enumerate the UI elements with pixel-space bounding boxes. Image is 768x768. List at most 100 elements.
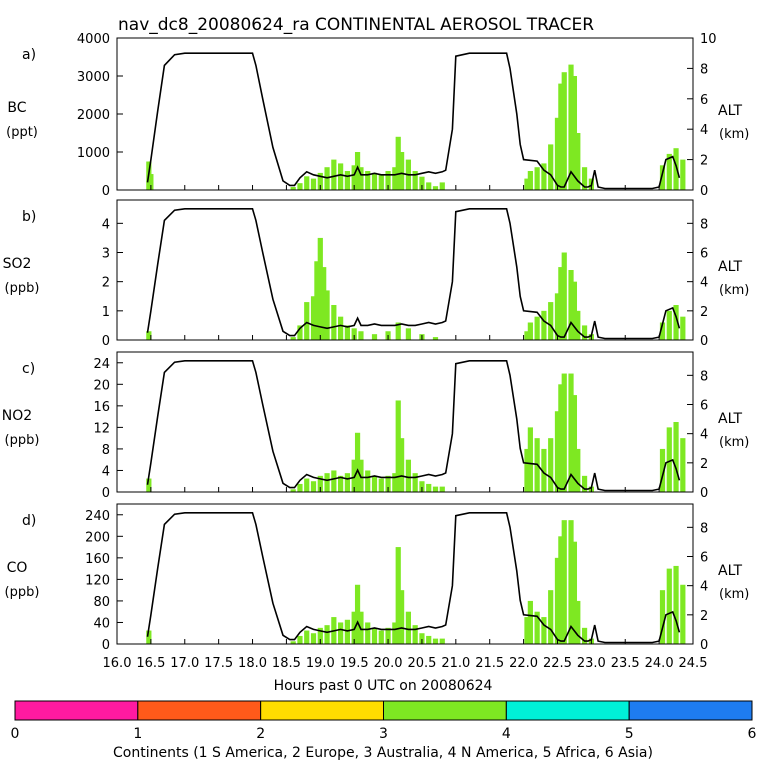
bar bbox=[575, 600, 581, 644]
x-tick-label: 20.5 bbox=[407, 656, 436, 671]
bar bbox=[524, 331, 530, 340]
bar bbox=[324, 290, 330, 340]
bar bbox=[365, 622, 371, 644]
bar bbox=[146, 331, 152, 340]
bar bbox=[405, 459, 411, 492]
alt-unit: (km) bbox=[719, 587, 749, 602]
bar bbox=[358, 167, 364, 190]
panel-frame bbox=[116, 503, 694, 645]
bar bbox=[524, 617, 530, 644]
bar bbox=[290, 186, 296, 190]
bar bbox=[378, 174, 384, 190]
bar bbox=[426, 182, 432, 190]
alt-label: ALT bbox=[718, 103, 742, 119]
alt-label: ALT bbox=[718, 411, 742, 427]
bar bbox=[554, 411, 561, 492]
bar bbox=[412, 171, 418, 190]
x-tick-label: 21.5 bbox=[475, 656, 504, 671]
bar bbox=[426, 635, 432, 644]
alt-unit: (km) bbox=[719, 435, 749, 450]
bar bbox=[524, 448, 530, 492]
species-label: CO bbox=[7, 560, 28, 576]
bar bbox=[571, 281, 578, 340]
bar bbox=[324, 473, 330, 492]
alt-unit: (km) bbox=[719, 127, 749, 142]
bar bbox=[558, 83, 564, 190]
bar bbox=[385, 475, 391, 492]
colorbar-segment bbox=[383, 700, 507, 721]
altitude-line bbox=[146, 511, 681, 644]
bar bbox=[419, 481, 425, 492]
bar bbox=[548, 302, 554, 340]
alt-tick-label: 0 bbox=[700, 486, 708, 501]
bars-so2 bbox=[146, 237, 686, 340]
bar bbox=[412, 473, 418, 492]
species-unit: (ppb) bbox=[5, 281, 40, 296]
colorbar-tick-label: 4 bbox=[502, 726, 511, 742]
bar bbox=[354, 152, 361, 190]
bar bbox=[304, 478, 310, 492]
bar bbox=[395, 322, 401, 340]
bar bbox=[541, 163, 547, 190]
bars-bc bbox=[146, 64, 686, 190]
bar bbox=[575, 310, 581, 340]
panel-letter: d) bbox=[22, 513, 36, 529]
y-tick-label: 160 bbox=[85, 552, 110, 567]
species-unit: (ppt) bbox=[6, 125, 38, 140]
bar bbox=[581, 627, 588, 644]
panel-letter: c) bbox=[22, 361, 35, 377]
bar bbox=[534, 611, 540, 644]
bar bbox=[558, 536, 564, 644]
bar bbox=[554, 557, 561, 644]
bar bbox=[399, 438, 405, 492]
x-tick-label: 18.0 bbox=[238, 656, 267, 671]
y-tick-label: 200 bbox=[85, 530, 110, 545]
x-tick-label: 24.0 bbox=[645, 656, 674, 671]
altitude-line bbox=[146, 359, 681, 492]
bar bbox=[290, 489, 296, 492]
bar bbox=[351, 165, 357, 190]
bar bbox=[310, 481, 317, 492]
alt-tick-label: 6 bbox=[700, 551, 708, 566]
alt-tick-label: 8 bbox=[700, 217, 708, 232]
bar bbox=[358, 331, 364, 340]
alt-tick-label: 2 bbox=[700, 154, 708, 169]
bar bbox=[378, 478, 384, 492]
bar bbox=[561, 72, 567, 190]
x-tick-label: 23.5 bbox=[611, 656, 640, 671]
colorbar-segment bbox=[14, 700, 139, 721]
bar bbox=[290, 337, 296, 340]
x-tick-label: 17.5 bbox=[204, 656, 233, 671]
y-tick-label: 16 bbox=[93, 400, 110, 415]
y-tick-label: 120 bbox=[85, 573, 110, 588]
bar bbox=[659, 165, 666, 190]
continent-colorbar: 0 1 2 3 4 5 6 bbox=[11, 700, 757, 742]
bar bbox=[146, 630, 152, 644]
bar bbox=[673, 422, 679, 492]
panel-frame bbox=[116, 351, 694, 493]
panel-so2: 0 1 2 3 4 0 2 4 6 8 b) SO2 (ppb) ALT (km) bbox=[3, 199, 749, 349]
bar bbox=[354, 432, 361, 492]
alt-tick-label: 6 bbox=[700, 247, 708, 262]
y-tick-label: 3 bbox=[102, 247, 110, 262]
bar bbox=[432, 186, 439, 190]
species-unit: (ppb) bbox=[5, 585, 40, 600]
bar bbox=[399, 152, 405, 190]
bar bbox=[371, 172, 378, 190]
bar bbox=[290, 641, 296, 644]
bar bbox=[412, 625, 418, 644]
x-tick-label: 21.0 bbox=[441, 656, 470, 671]
alt-tick-label: 2 bbox=[700, 305, 708, 320]
bar bbox=[304, 302, 310, 340]
colorbar-segment bbox=[505, 700, 630, 721]
bar bbox=[310, 633, 317, 644]
bar bbox=[405, 328, 411, 340]
bar bbox=[581, 475, 588, 492]
bar bbox=[371, 475, 378, 492]
bar bbox=[378, 630, 384, 644]
colorbar-tick-label: 2 bbox=[256, 726, 265, 742]
altitude-line bbox=[146, 52, 681, 190]
alt-tick-label: 10 bbox=[700, 32, 717, 47]
bar bbox=[351, 328, 357, 340]
x-tick-label: 18.5 bbox=[272, 656, 301, 671]
